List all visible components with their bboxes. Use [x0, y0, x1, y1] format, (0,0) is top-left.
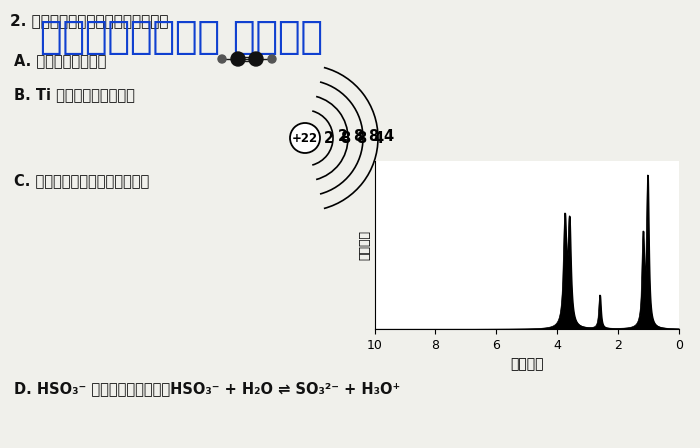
- Text: A. 乙块的球棔模型：: A. 乙块的球棔模型：: [14, 53, 106, 68]
- Text: 4: 4: [383, 129, 393, 143]
- Text: 8: 8: [340, 130, 350, 146]
- Text: +22: +22: [292, 132, 318, 145]
- Text: 4: 4: [373, 130, 383, 146]
- Circle shape: [218, 55, 226, 63]
- Text: 8: 8: [356, 130, 366, 146]
- Text: 2: 2: [324, 130, 334, 146]
- Text: 8: 8: [368, 129, 378, 143]
- Text: B. Ti 的原子结构示意图：: B. Ti 的原子结构示意图：: [14, 87, 135, 102]
- Y-axis label: 吸收强度: 吸收强度: [358, 230, 372, 260]
- Text: D. HSO₃⁻ 水解的离子方程式：HSO₃⁻ + H₂O ⇌ SO₃²⁻ + H₃O⁺: D. HSO₃⁻ 水解的离子方程式：HSO₃⁻ + H₂O ⇌ SO₃²⁻ + …: [14, 381, 400, 396]
- Text: 8: 8: [353, 129, 363, 143]
- Text: 2: 2: [338, 129, 348, 143]
- Text: 微信公众号关注： 趣找答案: 微信公众号关注： 趣找答案: [40, 20, 323, 56]
- Circle shape: [268, 55, 276, 63]
- Circle shape: [290, 123, 320, 153]
- Circle shape: [249, 52, 263, 66]
- Text: C. 无水乙醇的核磁共振氢谱图：: C. 无水乙醇的核磁共振氢谱图：: [14, 173, 149, 188]
- Text: 2. 下列化学用语或化学图谱正确的是: 2. 下列化学用语或化学图谱正确的是: [10, 13, 169, 28]
- Circle shape: [231, 52, 245, 66]
- X-axis label: 化学位移: 化学位移: [510, 358, 543, 371]
